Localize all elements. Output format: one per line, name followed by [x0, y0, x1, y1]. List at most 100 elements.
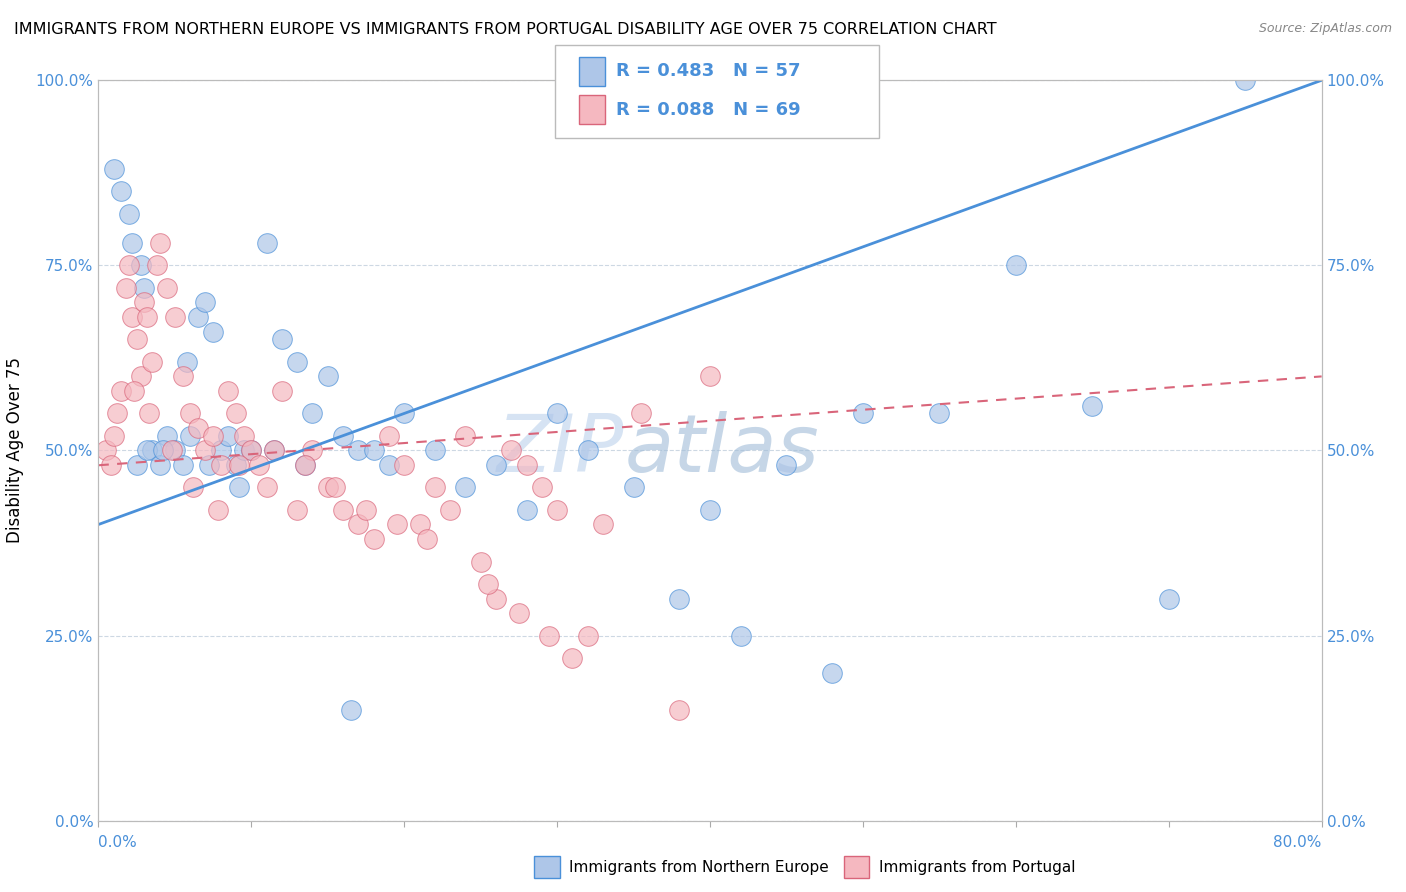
Point — [172, 369, 194, 384]
Point — [416, 533, 439, 547]
Point — [125, 458, 148, 473]
Point — [301, 443, 323, 458]
Text: Immigrants from Northern Europe: Immigrants from Northern Europe — [569, 860, 830, 874]
Point — [247, 458, 270, 473]
Point — [136, 443, 159, 458]
Point — [172, 458, 194, 473]
Point — [202, 325, 225, 339]
Point — [668, 703, 690, 717]
Text: Source: ZipAtlas.com: Source: ZipAtlas.com — [1258, 22, 1392, 36]
Point — [121, 236, 143, 251]
Point — [668, 591, 690, 606]
Point — [775, 458, 797, 473]
Point — [207, 502, 229, 516]
Point — [439, 502, 461, 516]
Point — [516, 502, 538, 516]
Point — [378, 428, 401, 442]
Point — [156, 428, 179, 442]
Point — [256, 481, 278, 495]
Point — [1234, 73, 1257, 87]
Point — [187, 421, 209, 435]
Point — [136, 310, 159, 325]
Point — [730, 629, 752, 643]
Point — [363, 443, 385, 458]
Point — [392, 407, 416, 421]
Point — [217, 384, 239, 399]
Point — [121, 310, 143, 325]
Point — [141, 443, 163, 458]
Point — [423, 443, 446, 458]
Point — [134, 280, 156, 294]
Point — [576, 443, 599, 458]
Point — [163, 443, 186, 458]
Point — [516, 458, 538, 473]
Point — [118, 206, 141, 220]
Point — [228, 458, 250, 473]
Point — [332, 428, 354, 442]
Point — [145, 259, 167, 273]
Point — [630, 407, 652, 421]
Point — [110, 185, 132, 199]
Text: atlas: atlas — [624, 411, 820, 490]
Text: ZIP: ZIP — [498, 411, 624, 490]
Point — [294, 458, 316, 473]
Point — [325, 481, 347, 495]
Text: R = 0.483   N = 57: R = 0.483 N = 57 — [616, 62, 800, 80]
Point — [538, 629, 561, 643]
Point — [225, 407, 247, 421]
Point — [347, 517, 370, 532]
Point — [378, 458, 401, 473]
Point — [454, 481, 477, 495]
Point — [354, 502, 377, 516]
Point — [454, 428, 477, 442]
Point — [134, 295, 156, 310]
Point — [118, 259, 141, 273]
Point — [485, 591, 508, 606]
Point — [163, 310, 186, 325]
Point — [699, 502, 721, 516]
Point — [240, 443, 263, 458]
Point — [209, 443, 232, 458]
Point — [347, 443, 370, 458]
Point — [110, 384, 132, 399]
Point — [501, 443, 523, 458]
Point — [194, 295, 217, 310]
Point — [217, 428, 239, 442]
Point — [152, 443, 174, 458]
Point — [576, 629, 599, 643]
Point — [546, 407, 568, 421]
Point — [160, 443, 183, 458]
Point — [138, 407, 160, 421]
Point — [270, 384, 294, 399]
Point — [928, 407, 950, 421]
Point — [316, 481, 339, 495]
Point — [263, 443, 285, 458]
Point — [363, 533, 385, 547]
Point — [423, 481, 446, 495]
Point — [477, 576, 499, 591]
Point — [181, 481, 204, 495]
Point — [197, 458, 219, 473]
Point — [392, 458, 416, 473]
Point — [240, 443, 263, 458]
Point — [561, 650, 583, 665]
Point — [256, 236, 278, 251]
Point — [209, 458, 232, 473]
Point — [316, 369, 339, 384]
Point — [232, 428, 254, 442]
Point — [149, 458, 172, 473]
Point — [103, 162, 125, 177]
Point — [125, 333, 148, 347]
Text: IMMIGRANTS FROM NORTHERN EUROPE VS IMMIGRANTS FROM PORTUGAL DISABILITY AGE OVER : IMMIGRANTS FROM NORTHERN EUROPE VS IMMIG… — [14, 22, 997, 37]
Text: 80.0%: 80.0% — [1274, 836, 1322, 850]
Point — [129, 369, 152, 384]
Point — [530, 481, 553, 495]
Point — [485, 458, 508, 473]
Point — [129, 259, 152, 273]
Point — [508, 607, 530, 621]
Point — [852, 407, 875, 421]
Point — [202, 428, 225, 442]
Point — [187, 310, 209, 325]
Point — [285, 502, 308, 516]
Point — [332, 502, 354, 516]
